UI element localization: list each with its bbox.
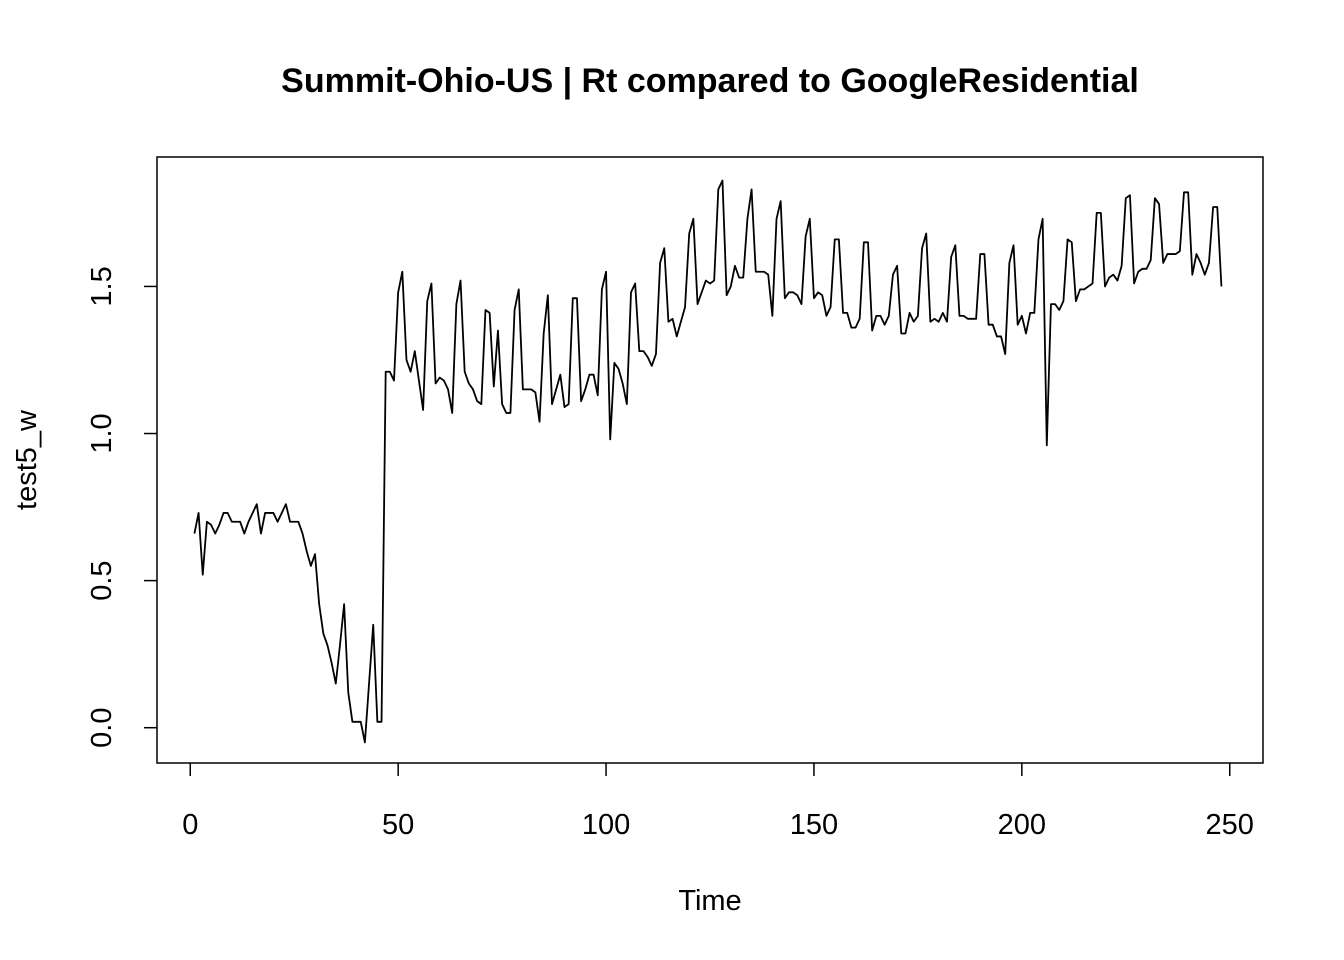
y-axis: 0.0 0.5 1.0 1.5 <box>86 266 157 748</box>
x-tick-label: 0 <box>182 809 198 841</box>
x-tick-label: 50 <box>382 809 414 841</box>
y-tick-label: 0.5 <box>86 560 118 600</box>
x-axis: 0 50 100 150 200 250 <box>182 763 1254 841</box>
chart-title: Summit-Ohio-US | Rt compared to GoogleRe… <box>281 62 1139 100</box>
x-tick-label: 100 <box>582 809 630 841</box>
x-tick-label: 150 <box>790 809 838 841</box>
y-tick-label: 0.0 <box>86 708 118 748</box>
y-tick-label: 1.0 <box>86 413 118 453</box>
series-line <box>193 179 1223 744</box>
x-tick-label: 250 <box>1206 809 1254 841</box>
plot-frame <box>156 156 1264 764</box>
y-tick-label: 1.5 <box>86 266 118 306</box>
y-axis-label: test5_w <box>11 409 43 510</box>
x-tick-label: 200 <box>998 809 1046 841</box>
x-axis-label: Time <box>678 885 741 917</box>
